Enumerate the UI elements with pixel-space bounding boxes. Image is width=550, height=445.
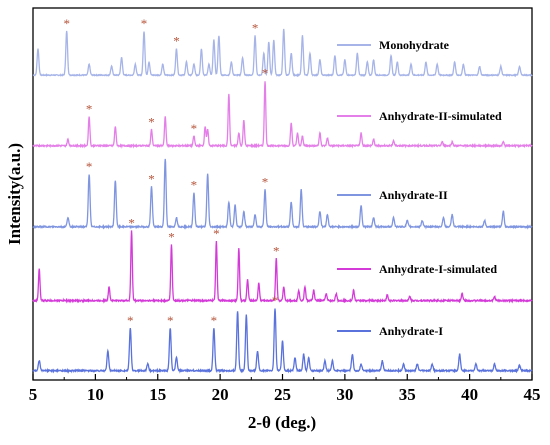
series-line-4 <box>32 230 533 304</box>
x-tick-label-8: 40 <box>461 385 478 404</box>
peak-marker-5-2: * <box>167 313 174 328</box>
peak-marker-2-4: * <box>262 66 269 81</box>
traces <box>32 28 533 374</box>
peak-marker-4-1: * <box>128 216 135 231</box>
x-axis: 5 10 15 20 25 30 35 40 45 <box>29 374 541 404</box>
legend-label-4: Anhydrate-I-simulated <box>379 262 497 276</box>
peak-marker-3-2: * <box>148 172 155 187</box>
x-tick-label-6: 30 <box>336 385 353 404</box>
peak-marker-1-1: * <box>63 16 70 31</box>
legend-label-1: Monohydrate <box>379 38 450 52</box>
series-line-5 <box>32 308 533 374</box>
series-line-2 <box>32 81 533 149</box>
peak-marker-3-1: * <box>86 159 93 174</box>
series-line-1 <box>32 28 533 78</box>
peak-marker-1-3: * <box>173 34 180 49</box>
peak-marker-5-3: * <box>211 313 218 328</box>
peak-markers: * * * * * * * * * * * * * * * * * * * * <box>63 16 279 328</box>
peak-marker-2-1: * <box>86 102 93 117</box>
legend: Monohydrate Anhydrate-II-simulated Anhydra… <box>337 38 502 338</box>
x-tick-label-9: 45 <box>524 385 541 404</box>
legend-label-5: Anhydrate-I <box>379 324 443 338</box>
peak-marker-5-1: * <box>127 313 134 328</box>
y-axis-title: Intensity(a.u.) <box>5 143 24 245</box>
legend-label-3: Anhydrate-II <box>379 188 448 202</box>
peak-marker-3-4: * <box>262 175 269 190</box>
peak-marker-2-3: * <box>191 121 198 136</box>
peak-marker-3-3: * <box>191 178 198 193</box>
peak-marker-1-2: * <box>141 16 148 31</box>
peak-marker-4-3: * <box>213 226 220 241</box>
peak-marker-5-4: * <box>272 293 279 308</box>
x-tick-label-5: 25 <box>274 385 291 404</box>
peak-marker-4-4: * <box>273 244 280 259</box>
peak-marker-2-2: * <box>148 114 155 129</box>
x-tick-label-7: 35 <box>399 385 416 404</box>
peak-marker-1-4: * <box>252 21 259 36</box>
x-tick-label-2: 10 <box>87 385 104 404</box>
legend-label-2: Anhydrate-II-simulated <box>379 109 502 123</box>
x-tick-label-3: 15 <box>149 385 166 404</box>
series-line-3 <box>32 158 533 230</box>
peak-marker-4-2: * <box>168 230 175 245</box>
x-tick-label-4: 20 <box>212 385 229 404</box>
x-axis-title: 2-θ (deg.) <box>248 413 316 432</box>
x-tick-label-1: 5 <box>29 385 38 404</box>
